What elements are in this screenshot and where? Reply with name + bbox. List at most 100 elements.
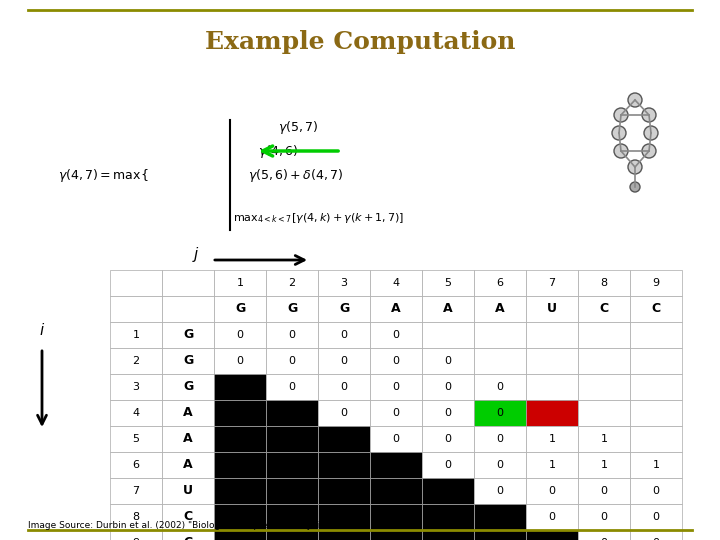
Text: 4: 4 [132, 408, 140, 418]
Circle shape [642, 108, 656, 122]
Text: 0: 0 [392, 356, 400, 366]
Bar [318, 270, 370, 296]
Bar [526, 504, 578, 530]
Text: 0: 0 [341, 408, 348, 418]
Bar [318, 374, 370, 400]
Bar [526, 426, 578, 452]
Text: 5: 5 [132, 434, 140, 444]
Bar [266, 478, 318, 504]
Text: U: U [547, 302, 557, 315]
Bar [370, 400, 422, 426]
Text: 0: 0 [392, 434, 400, 444]
Bar [266, 348, 318, 374]
Bar [214, 478, 266, 504]
Bar [162, 478, 214, 504]
Bar [370, 530, 422, 540]
Text: 0: 0 [341, 382, 348, 392]
Text: A: A [183, 458, 193, 471]
Text: G: G [183, 354, 193, 368]
Bar [318, 348, 370, 374]
Bar [422, 296, 474, 322]
Text: A: A [183, 433, 193, 446]
Text: 2: 2 [289, 278, 296, 288]
Text: 0: 0 [652, 512, 660, 522]
Bar [578, 322, 630, 348]
Bar [110, 270, 162, 296]
Circle shape [644, 126, 658, 140]
Text: A: A [391, 302, 401, 315]
Bar [630, 374, 682, 400]
Text: 0: 0 [652, 538, 660, 540]
Bar [578, 426, 630, 452]
Bar [110, 426, 162, 452]
Text: 0: 0 [236, 356, 243, 366]
Bar [370, 374, 422, 400]
Bar [630, 270, 682, 296]
Circle shape [628, 160, 642, 174]
Bar [474, 322, 526, 348]
Bar [526, 270, 578, 296]
Circle shape [642, 144, 656, 158]
Bar [110, 478, 162, 504]
Bar [526, 478, 578, 504]
Bar [630, 322, 682, 348]
Bar [214, 426, 266, 452]
Bar [630, 348, 682, 374]
Bar [214, 452, 266, 478]
Text: Example Computation: Example Computation [204, 30, 516, 54]
Bar [370, 348, 422, 374]
Text: 3: 3 [341, 278, 348, 288]
Bar [318, 452, 370, 478]
Bar [630, 530, 682, 540]
Bar [162, 270, 214, 296]
Text: Image Source: Durbin et al. (2002) "Biological Sequence Analysis": Image Source: Durbin et al. (2002) "Biol… [28, 521, 328, 530]
Text: 0: 0 [600, 538, 608, 540]
Text: 0: 0 [600, 486, 608, 496]
Bar [370, 452, 422, 478]
Bar [162, 530, 214, 540]
Text: $\gamma(4,7) = \mathrm{max}\{$: $\gamma(4,7) = \mathrm{max}\{$ [58, 166, 148, 184]
Text: 0: 0 [289, 330, 295, 340]
Text: C: C [600, 302, 608, 315]
Bar [318, 400, 370, 426]
Text: 7: 7 [132, 486, 140, 496]
Bar [474, 452, 526, 478]
Text: A: A [495, 302, 505, 315]
Bar [422, 374, 474, 400]
Text: 0: 0 [444, 460, 451, 470]
Bar [110, 530, 162, 540]
Bar [578, 296, 630, 322]
Bar [162, 348, 214, 374]
Text: 0: 0 [289, 356, 295, 366]
Text: 8: 8 [132, 512, 140, 522]
Bar [370, 478, 422, 504]
Bar [578, 348, 630, 374]
Bar [266, 374, 318, 400]
Bar [110, 322, 162, 348]
Bar [422, 322, 474, 348]
Text: G: G [183, 381, 193, 394]
Text: 0: 0 [341, 356, 348, 366]
Text: 0: 0 [497, 486, 503, 496]
Bar [630, 504, 682, 530]
Bar [162, 296, 214, 322]
Text: 0: 0 [497, 460, 503, 470]
Text: G: G [183, 328, 193, 341]
Circle shape [614, 108, 628, 122]
Bar [422, 348, 474, 374]
Bar [110, 452, 162, 478]
Bar [578, 374, 630, 400]
Text: 0: 0 [392, 382, 400, 392]
Text: 0: 0 [444, 434, 451, 444]
Bar [214, 400, 266, 426]
Bar [526, 374, 578, 400]
Bar [474, 426, 526, 452]
Bar [266, 504, 318, 530]
Text: U: U [183, 484, 193, 497]
Text: 0: 0 [392, 330, 400, 340]
Bar [630, 400, 682, 426]
Text: C: C [184, 510, 192, 523]
Bar [474, 400, 526, 426]
Text: 0: 0 [236, 330, 243, 340]
Bar [162, 426, 214, 452]
